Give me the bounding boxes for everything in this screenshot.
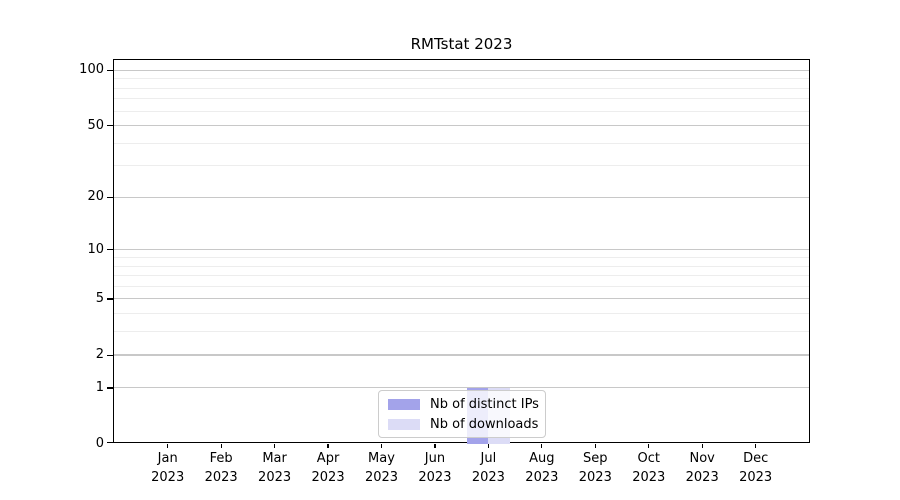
x-tick-label-year: 2023 <box>364 470 399 485</box>
y-tick-label: 10 <box>87 241 104 257</box>
x-tick-label: Jan 2023 <box>133 449 203 487</box>
y-gridline-minor <box>114 110 809 112</box>
x-tick-label-year: 2023 <box>632 470 666 485</box>
x-tick-label: Mar 2023 <box>240 449 310 487</box>
x-tick-label-year: 2023 <box>685 470 719 485</box>
legend-item-nb-of-distinct-ips: Nb of distinct IPs <box>388 396 539 413</box>
x-tick-mark <box>594 444 596 448</box>
legend: Nb of distinct IPs Nb of downloads <box>378 390 546 438</box>
x-tick-label-month: Dec <box>743 451 769 466</box>
x-tick-label-month: Sep <box>583 451 608 466</box>
y-tick-mark <box>106 354 113 356</box>
y-tick-mark <box>106 387 113 389</box>
x-tick-label-month: Feb <box>209 451 233 466</box>
y-tick-label: 2 <box>95 347 104 363</box>
y-gridline-major <box>114 196 809 198</box>
x-tick-label-year: 2023 <box>151 470 185 485</box>
x-tick-label-year: 2023 <box>418 470 452 485</box>
x-tick-label: Sep 2023 <box>560 449 630 487</box>
y-gridline-major <box>114 124 809 127</box>
x-tick-label: Aug 2023 <box>507 449 577 487</box>
x-tick-mark <box>380 444 383 448</box>
y-gridline-minor <box>114 331 809 333</box>
x-tick-label: Jun 2023 <box>400 449 470 487</box>
x-tick-label-month: Jul <box>480 451 497 466</box>
x-tick-mark <box>274 444 276 448</box>
x-tick-mark <box>755 444 757 448</box>
x-tick-mark <box>167 444 169 448</box>
y-gridline-minor <box>114 98 809 100</box>
x-tick-label-year: 2023 <box>204 470 238 485</box>
y-gridline-minor <box>114 142 809 144</box>
x-tick-mark <box>701 444 703 448</box>
y-tick-label: 1 <box>95 379 104 395</box>
x-tick-label-month: Aug <box>529 451 555 466</box>
legend-swatch-nb-of-distinct-ips <box>388 398 420 410</box>
x-tick-label: May 2023 <box>347 449 417 487</box>
legend-item-nb-of-downloads: Nb of downloads <box>388 416 539 433</box>
y-tick-mark <box>106 442 113 444</box>
x-tick-mark <box>220 444 222 448</box>
x-tick-label-month: Jan <box>157 451 178 466</box>
y-gridline-minor <box>114 275 809 277</box>
y-gridline-major <box>114 249 809 251</box>
y-tick-label: 0 <box>95 436 104 451</box>
legend-label-nb-of-distinct-ips: Nb of distinct IPs <box>430 396 539 412</box>
y-gridline-minor <box>114 285 809 287</box>
x-tick-label-month: May <box>368 451 395 466</box>
y-tick-label: 50 <box>87 117 104 133</box>
y-gridline-minor <box>114 313 809 315</box>
x-tick-mark <box>648 444 650 448</box>
x-tick-mark <box>434 444 436 448</box>
y-tick-mark <box>106 298 113 300</box>
x-tick-label-year: 2023 <box>471 470 505 485</box>
y-gridline-minor <box>114 265 809 267</box>
x-tick-label: Oct 2023 <box>614 449 684 487</box>
x-tick-label: Dec 2023 <box>721 449 791 487</box>
x-tick-label-year: 2023 <box>739 470 773 485</box>
y-gridline-minor <box>114 257 809 258</box>
x-tick-mark <box>487 444 489 448</box>
y-gridline-minor <box>114 165 809 167</box>
y-tick-mark <box>106 196 113 199</box>
x-tick-label: Feb 2023 <box>186 449 256 487</box>
x-tick-label-year: 2023 <box>311 470 345 485</box>
y-gridline-major <box>114 298 809 300</box>
x-tick-label-month: Apr <box>316 451 340 466</box>
y-gridline-minor <box>114 87 809 89</box>
x-tick-mark <box>327 444 329 448</box>
y-tick-mark <box>106 69 113 71</box>
x-tick-label-year: 2023 <box>525 470 559 485</box>
y-tick-label: 5 <box>95 290 104 306</box>
y-gridline-major <box>114 354 809 356</box>
y-gridline-minor <box>114 78 809 80</box>
x-tick-label-year: 2023 <box>258 470 292 485</box>
x-tick-label-month: Oct <box>637 451 660 466</box>
x-tick-label-month: Nov <box>689 451 715 466</box>
x-tick-label: Nov 2023 <box>667 449 737 487</box>
legend-label-nb-of-downloads: Nb of downloads <box>430 416 539 432</box>
y-tick-label: 20 <box>87 189 104 205</box>
plot-area: 0 1 2 5 10 20 50 100 Jan 2023 Feb 2023 Mar 2023 Apr 202… <box>79 59 810 485</box>
x-tick-label: Jul 2023 <box>453 449 523 487</box>
x-tick-mark <box>541 444 543 448</box>
x-tick-label-year: 2023 <box>578 470 612 485</box>
y-gridline-major <box>114 69 809 71</box>
legend-swatch-nb-of-downloads <box>388 418 420 430</box>
x-tick-label-month: Mar <box>262 451 287 466</box>
y-tick-mark <box>106 125 113 127</box>
y-tick-mark <box>106 249 113 251</box>
y-gridline-major <box>114 387 809 389</box>
y-tick-label: 100 <box>79 62 104 78</box>
x-tick-label-month: Jun <box>424 451 446 466</box>
x-tick-label: Apr 2023 <box>293 449 363 487</box>
chart-title: RMTstat 2023 <box>410 35 513 53</box>
